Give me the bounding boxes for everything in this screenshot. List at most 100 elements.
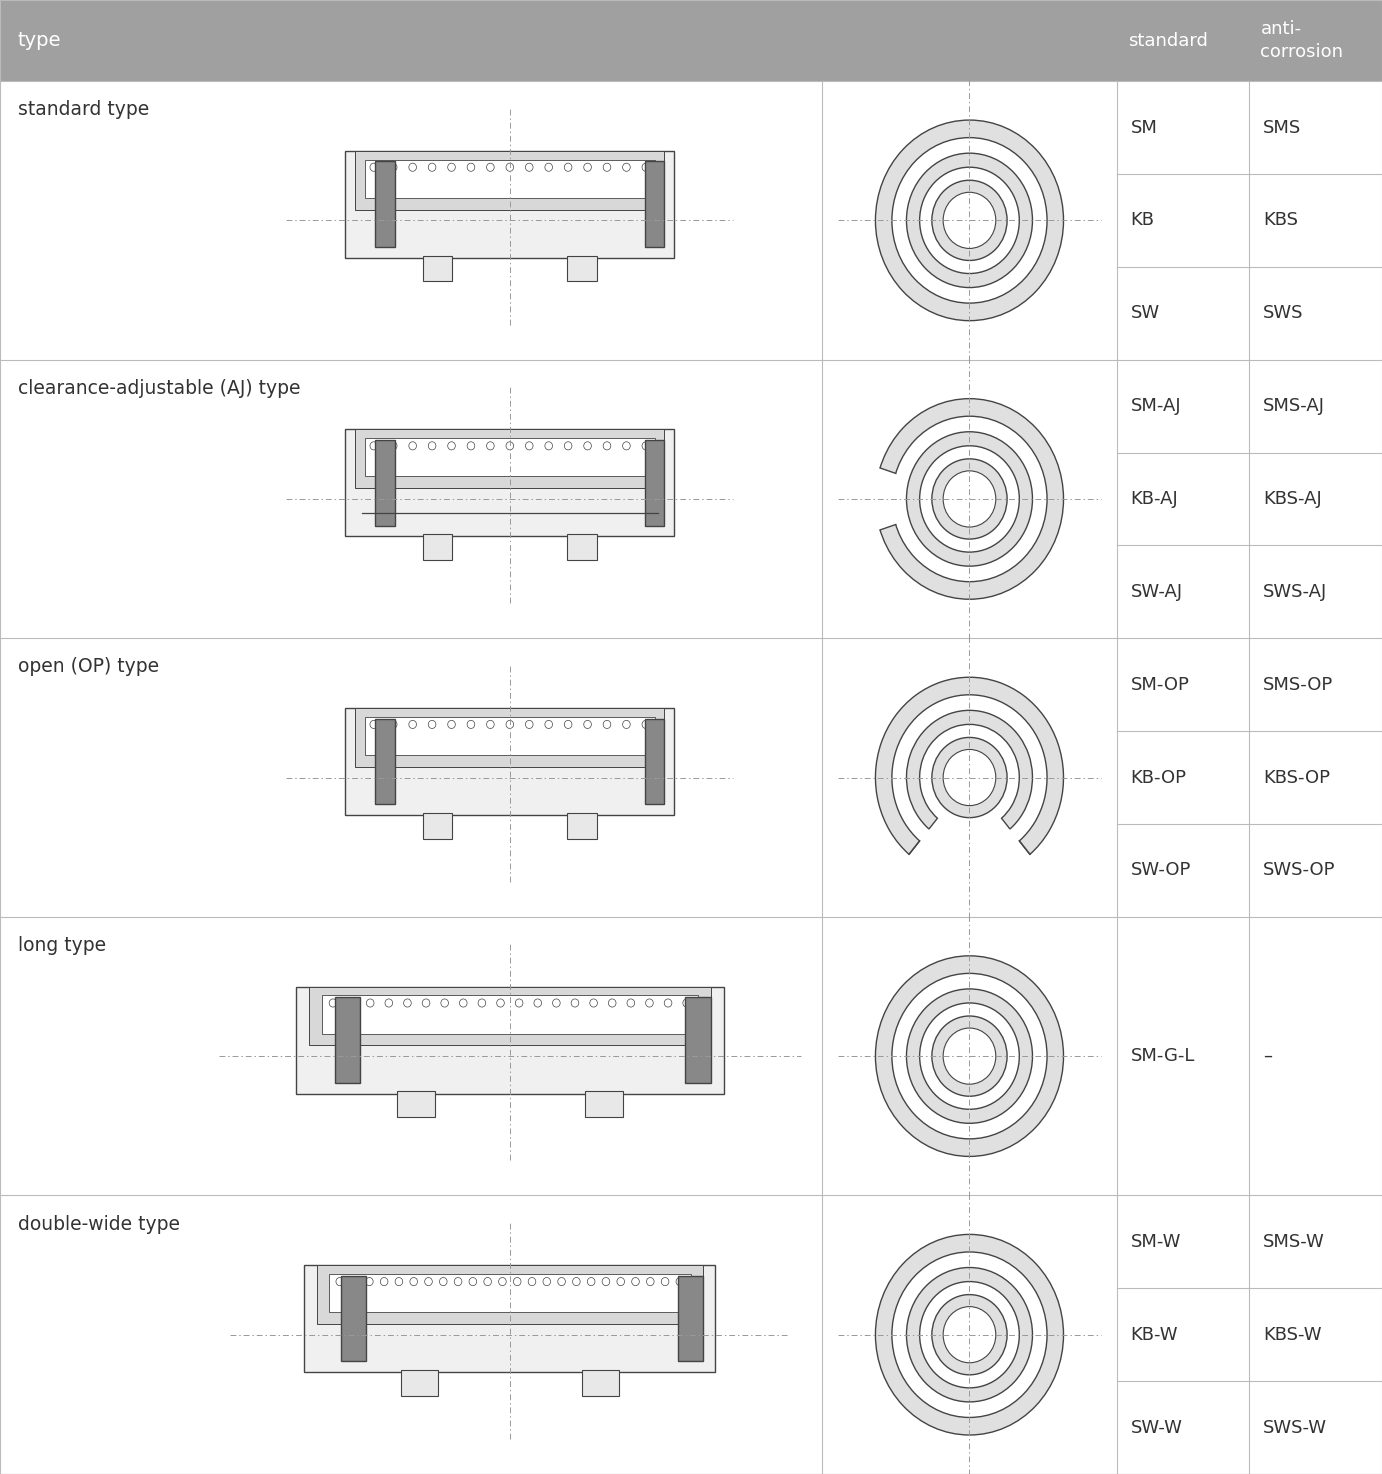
Text: SW-AJ: SW-AJ (1130, 582, 1183, 601)
Circle shape (409, 442, 416, 450)
Circle shape (455, 1278, 462, 1285)
Bar (397, 1091, 435, 1117)
Circle shape (423, 999, 430, 1007)
Circle shape (643, 164, 650, 171)
Bar (308, 986, 710, 1045)
Text: standard type: standard type (18, 100, 149, 119)
Bar (355, 150, 665, 209)
Circle shape (506, 442, 514, 450)
Text: KBS-AJ: KBS-AJ (1263, 489, 1323, 509)
Circle shape (348, 999, 355, 1007)
Text: KB: KB (1130, 211, 1154, 230)
Circle shape (919, 1281, 1020, 1389)
Bar (341, 1276, 366, 1362)
Circle shape (336, 1278, 344, 1285)
Circle shape (558, 1278, 565, 1285)
Text: SWS: SWS (1263, 304, 1303, 323)
Circle shape (583, 164, 591, 171)
Circle shape (543, 1278, 550, 1285)
Circle shape (486, 442, 495, 450)
Text: SMS-AJ: SMS-AJ (1263, 397, 1325, 416)
Circle shape (448, 442, 455, 450)
Circle shape (528, 1278, 536, 1285)
Bar (322, 995, 698, 1033)
Circle shape (583, 442, 591, 450)
Bar (401, 1369, 438, 1396)
Circle shape (931, 737, 1007, 818)
Circle shape (919, 445, 1020, 553)
Circle shape (459, 999, 467, 1007)
Circle shape (525, 721, 533, 728)
Circle shape (486, 164, 495, 171)
Text: standard: standard (1128, 31, 1208, 50)
Circle shape (506, 164, 514, 171)
Circle shape (943, 749, 996, 806)
Text: SWS-AJ: SWS-AJ (1263, 582, 1327, 601)
Text: long type: long type (18, 936, 106, 955)
Bar (355, 429, 665, 488)
Circle shape (329, 999, 337, 1007)
Circle shape (386, 999, 392, 1007)
Circle shape (931, 1294, 1007, 1375)
Circle shape (632, 1278, 640, 1285)
Bar (568, 255, 597, 282)
Bar (375, 719, 395, 805)
Circle shape (496, 999, 504, 1007)
Circle shape (943, 1027, 996, 1085)
Bar (568, 812, 597, 839)
Circle shape (919, 167, 1020, 274)
Bar (346, 708, 674, 815)
Circle shape (486, 721, 495, 728)
Circle shape (907, 432, 1032, 566)
Circle shape (564, 721, 572, 728)
Bar (0, 0, 1382, 81)
Circle shape (891, 416, 1048, 582)
Bar (316, 1265, 703, 1324)
Circle shape (943, 470, 996, 528)
Circle shape (647, 1278, 654, 1285)
Text: KB-AJ: KB-AJ (1130, 489, 1179, 509)
Circle shape (441, 999, 449, 1007)
Circle shape (907, 1268, 1032, 1402)
Circle shape (448, 721, 455, 728)
Circle shape (583, 721, 591, 728)
Text: SMS-OP: SMS-OP (1263, 675, 1334, 694)
Circle shape (513, 1278, 521, 1285)
Circle shape (627, 999, 634, 1007)
Circle shape (380, 1278, 388, 1285)
Wedge shape (875, 677, 1064, 855)
Bar (679, 1276, 703, 1362)
Text: open (OP) type: open (OP) type (18, 657, 159, 677)
Circle shape (590, 999, 597, 1007)
Circle shape (533, 999, 542, 1007)
Circle shape (404, 999, 412, 1007)
Circle shape (365, 1278, 373, 1285)
Bar (423, 534, 452, 560)
Bar (423, 812, 452, 839)
Wedge shape (907, 710, 1032, 828)
Text: KBS-OP: KBS-OP (1263, 768, 1329, 787)
Circle shape (370, 721, 377, 728)
Circle shape (499, 1278, 506, 1285)
Text: SWS-OP: SWS-OP (1263, 861, 1335, 880)
Wedge shape (873, 467, 897, 531)
Circle shape (875, 1234, 1064, 1436)
Circle shape (587, 1278, 596, 1285)
Circle shape (467, 164, 475, 171)
Circle shape (645, 999, 654, 1007)
Circle shape (564, 442, 572, 450)
Circle shape (370, 164, 377, 171)
Bar (304, 1265, 716, 1372)
Circle shape (891, 1251, 1048, 1418)
Circle shape (428, 442, 435, 450)
Circle shape (931, 458, 1007, 539)
Bar (365, 438, 655, 476)
Circle shape (390, 164, 397, 171)
Circle shape (428, 164, 435, 171)
Circle shape (428, 721, 435, 728)
Circle shape (467, 721, 475, 728)
Bar (329, 1274, 691, 1312)
Circle shape (390, 442, 397, 450)
Text: anti-
corrosion: anti- corrosion (1260, 21, 1343, 60)
Text: KBS: KBS (1263, 211, 1298, 230)
